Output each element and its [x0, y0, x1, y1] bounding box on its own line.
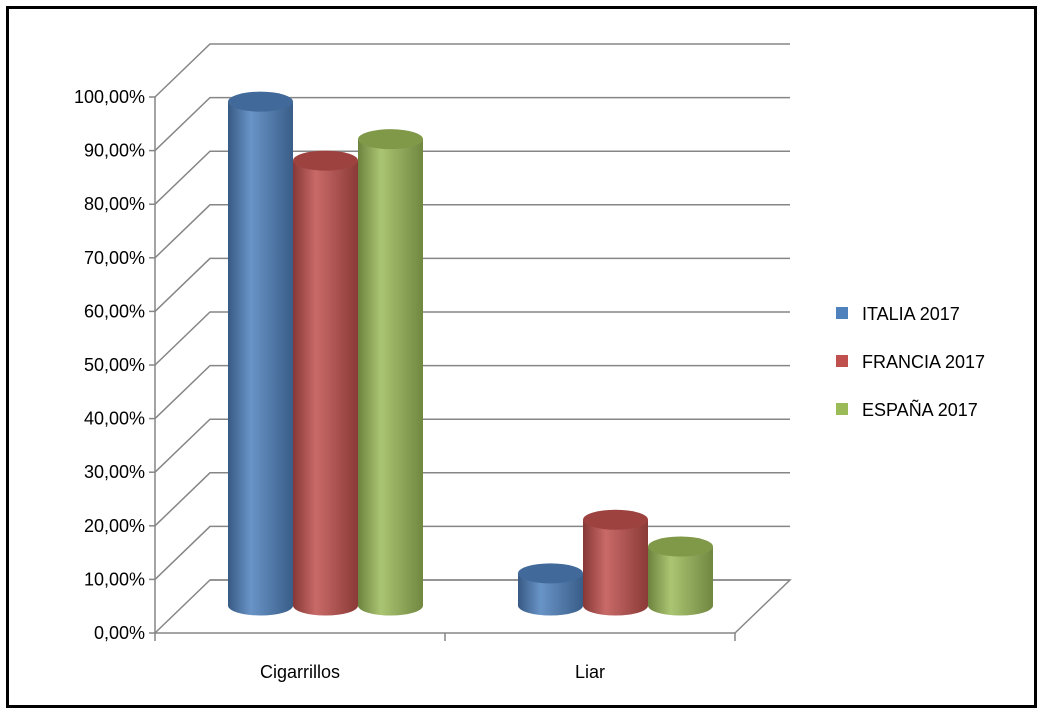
y-tick-label: 60,00% — [84, 301, 145, 321]
bar-top — [648, 536, 713, 557]
bar — [228, 91, 293, 616]
legend-entry: ESPAÑA 2017 — [836, 399, 978, 420]
y-axis-ticks: 0,00% 10,00% 20,00% 30,00% 40,00% 50,00% 60,00… — [74, 87, 145, 643]
bar-body — [293, 160, 358, 616]
legend-label: ESPAÑA 2017 — [862, 399, 978, 420]
bar — [518, 563, 583, 616]
x-category-label: Liar — [575, 662, 605, 682]
bar-top — [228, 91, 293, 112]
gridline — [154, 43, 790, 98]
axes — [149, 96, 736, 641]
bar-top — [358, 129, 423, 150]
bar — [293, 150, 358, 616]
y-tick-label: 10,00% — [84, 569, 145, 589]
y-tick-label: 90,00% — [84, 141, 145, 161]
gridline — [154, 364, 790, 420]
bar-body — [648, 546, 713, 616]
bars — [228, 91, 713, 616]
bar — [648, 536, 713, 616]
x-axis-categories: Cigarrillos Liar — [260, 662, 605, 682]
y-tick-label: 80,00% — [84, 194, 145, 214]
y-tick-label: 0,00% — [94, 623, 145, 643]
gridline — [154, 257, 790, 312]
gridline — [154, 204, 790, 259]
bar-top — [518, 563, 583, 584]
legend-label: ITALIA 2017 — [862, 304, 960, 324]
gridline — [154, 311, 790, 366]
legend-entry: ITALIA 2017 — [836, 304, 960, 324]
bar-body — [518, 573, 583, 616]
legend-swatch — [836, 403, 848, 415]
y-tick-label: 30,00% — [84, 462, 145, 482]
gridline — [154, 472, 790, 527]
x-category-label: Cigarrillos — [260, 662, 340, 682]
gridline — [154, 96, 790, 152]
bar-top — [293, 150, 358, 171]
y-tick-label: 20,00% — [84, 516, 145, 536]
y-tick-label: 40,00% — [84, 409, 145, 429]
legend-entry: FRANCIA 2017 — [836, 352, 985, 372]
legend: ITALIA 2017 FRANCIA 2017 ESPAÑA 2017 — [836, 304, 985, 420]
legend-swatch — [836, 355, 848, 367]
bar-body — [228, 101, 293, 616]
bar-top — [583, 509, 648, 530]
y-tick-label: 70,00% — [84, 248, 145, 268]
bar — [358, 129, 423, 616]
bar-body — [583, 519, 648, 616]
legend-label: FRANCIA 2017 — [862, 352, 985, 372]
bar — [583, 509, 648, 616]
legend-swatch — [836, 307, 848, 319]
y-tick-label: 50,00% — [84, 355, 145, 375]
y-tick-label: 100,00% — [74, 87, 145, 107]
gridline — [154, 418, 790, 473]
bar-body — [358, 139, 423, 616]
gridline — [154, 150, 790, 205]
